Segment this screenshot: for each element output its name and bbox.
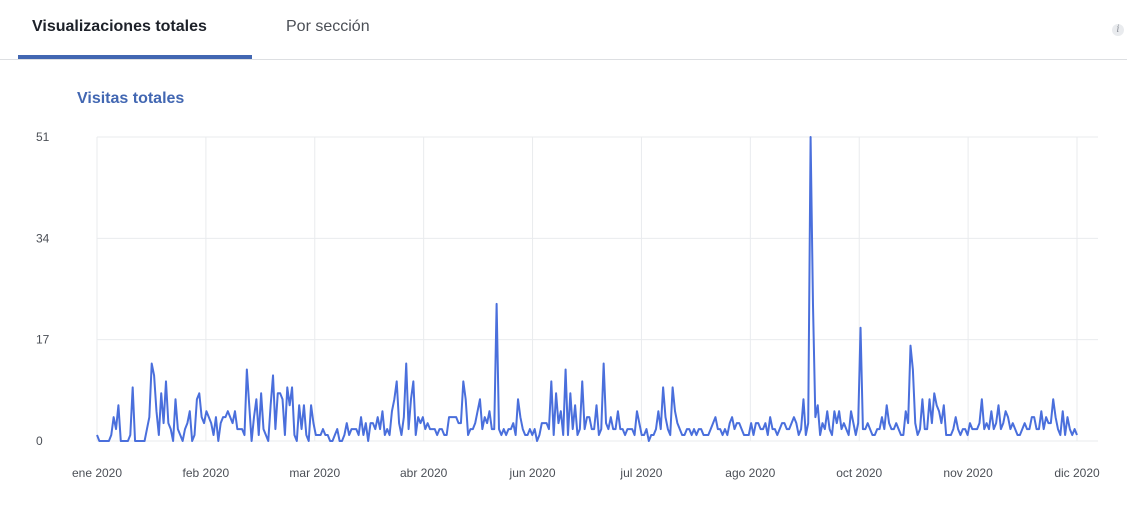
chart-title: Visitas totales	[77, 90, 185, 107]
chart-series	[96, 136, 1078, 442]
tab-bar: Visualizaciones totales Por sección i	[0, 0, 1127, 60]
tab-visualizaciones-totales[interactable]: Visualizaciones totales	[32, 18, 207, 35]
x-tick-label: mar 2020	[289, 466, 340, 480]
x-tick-label: ene 2020	[72, 466, 122, 480]
y-axis-ticks: 0 17 34 51	[36, 130, 50, 448]
chart-grid	[96, 136, 1098, 442]
y-tick-label: 51	[36, 130, 50, 144]
x-tick-label: abr 2020	[400, 466, 448, 480]
tab-por-seccion[interactable]: Por sección	[286, 18, 370, 35]
x-tick-label: ago 2020	[725, 466, 775, 480]
x-axis-ticks: ene 2020 feb 2020 mar 2020 abr 2020 jun 2020…	[72, 466, 1100, 480]
x-tick-label: dic 2020	[1054, 466, 1100, 480]
y-tick-label: 34	[36, 231, 50, 245]
active-tab-indicator	[18, 55, 252, 59]
x-tick-label: oct 2020	[836, 466, 882, 480]
series-line	[96, 136, 1078, 442]
y-tick-label: 0	[36, 434, 43, 448]
y-tick-label: 17	[36, 333, 50, 347]
x-tick-label: feb 2020	[183, 466, 230, 480]
info-icon[interactable]: i	[1112, 24, 1124, 36]
x-tick-label: jul 2020	[619, 466, 662, 480]
x-tick-label: jun 2020	[509, 466, 556, 480]
x-tick-label: nov 2020	[943, 466, 993, 480]
